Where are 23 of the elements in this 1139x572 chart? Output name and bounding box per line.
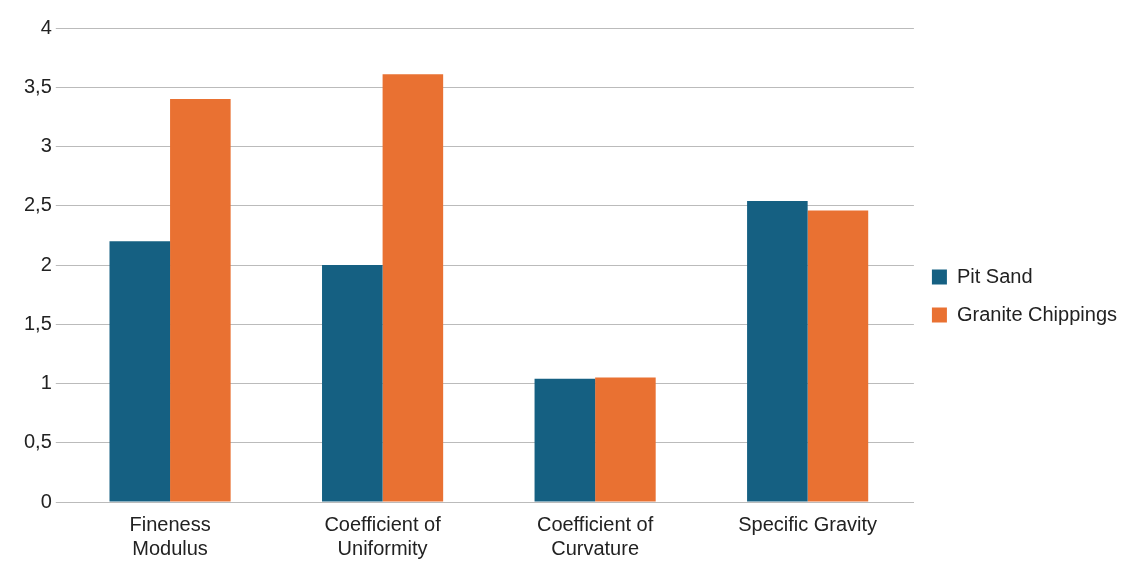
y-tick-label: 2,5 [23,193,52,216]
x-tick-label: Coefficient of Curvature [536,512,654,559]
x-tick-label: Fineness Modulus [129,512,211,559]
bar [109,241,171,502]
bar [534,378,596,502]
y-tick-label: 0,5 [23,430,52,453]
x-tick-label: Coefficient of Uniformity [324,512,442,559]
bar [382,74,444,502]
bar [807,210,869,502]
bar [170,99,231,502]
legend-label: Granite Chippings [956,302,1118,325]
y-tick-label: 2 [40,252,52,275]
x-tick-label: Specific Gravity [738,512,878,535]
bar [595,377,656,502]
y-tick-label: 1,5 [23,311,52,334]
bar [747,201,808,502]
bar [322,265,383,502]
y-tick-label: 3 [40,134,52,157]
y-tick-label: 1 [40,371,52,394]
legend-label: Pit Sand [956,264,1033,287]
y-tick-label: 4 [40,15,52,38]
y-tick-label: 3,5 [23,74,52,97]
y-tick-label: 0 [40,489,52,512]
